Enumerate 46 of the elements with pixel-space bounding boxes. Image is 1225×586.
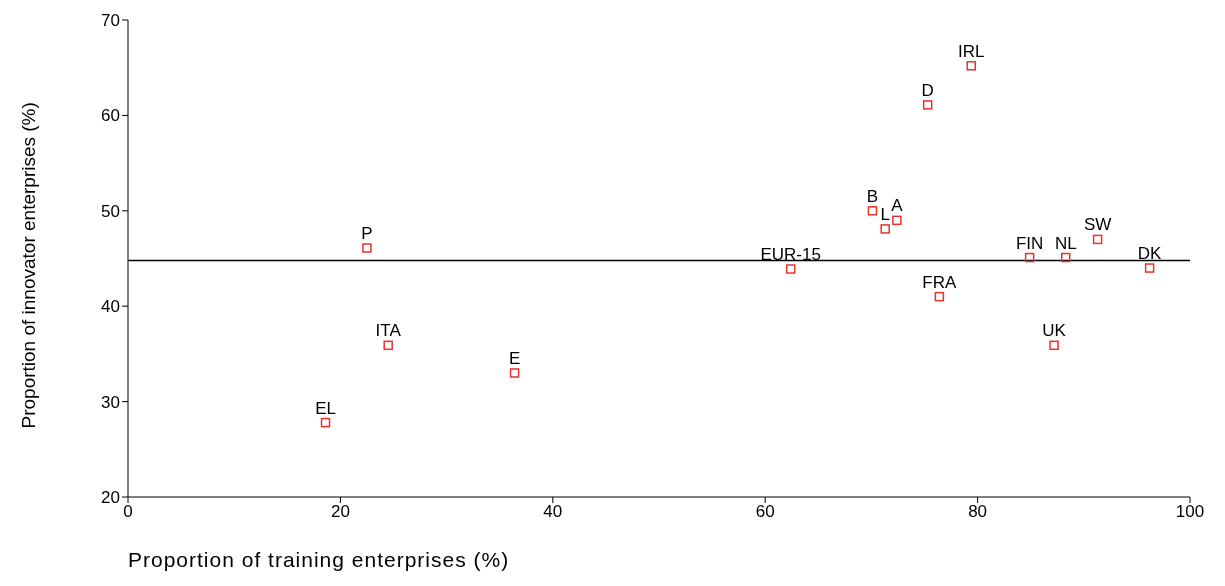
point	[867, 206, 878, 216]
annotation: EL	[315, 398, 336, 418]
x-axis-title: Proportion of training enterprises (%)	[128, 548, 510, 571]
annotation: EUR-15	[760, 244, 821, 264]
annotation: L	[880, 204, 890, 224]
x-tick-label: 0	[123, 502, 133, 522]
annotation: FRA	[922, 272, 958, 292]
point	[785, 264, 796, 274]
point	[1061, 252, 1071, 263]
point	[1144, 263, 1155, 273]
x-tick-label: 20	[330, 502, 350, 522]
point	[892, 215, 902, 226]
point	[320, 417, 331, 428]
y-tick-label: 30	[101, 392, 120, 412]
annotation: UK	[1042, 321, 1067, 341]
point	[934, 291, 945, 302]
point	[383, 340, 393, 351]
y-axis-title: Proportion of innovator enterprises (%)	[17, 102, 39, 429]
annotation: D	[921, 80, 934, 100]
point	[922, 100, 933, 110]
point	[1092, 234, 1103, 245]
annotation: SW	[1083, 215, 1112, 235]
point	[1049, 340, 1059, 351]
y-tick-label: 50	[101, 201, 120, 221]
x-tick-label: 60	[755, 502, 775, 522]
point	[509, 368, 520, 378]
point	[362, 243, 372, 253]
annotation: A	[891, 196, 904, 216]
point	[966, 61, 976, 71]
annotation: DK	[1137, 244, 1163, 264]
annotation: E	[508, 348, 521, 368]
annotation: ITA	[375, 321, 402, 341]
x-tick-label: 80	[968, 502, 988, 522]
point	[1024, 252, 1035, 263]
annotation: NL	[1054, 233, 1077, 253]
annotation: P	[361, 224, 373, 244]
annotation: B	[866, 186, 879, 206]
y-tick-label: 20	[101, 488, 120, 508]
y-tick-label: 70	[101, 11, 120, 31]
point	[880, 224, 890, 234]
annotation: FIN	[1015, 233, 1044, 253]
y-tick-label: 40	[101, 297, 120, 317]
x-tick-label: 100	[1175, 502, 1205, 522]
y-tick-label: 60	[101, 106, 120, 126]
x-tick-label: 40	[543, 502, 563, 522]
annotation: IRL	[957, 41, 985, 61]
